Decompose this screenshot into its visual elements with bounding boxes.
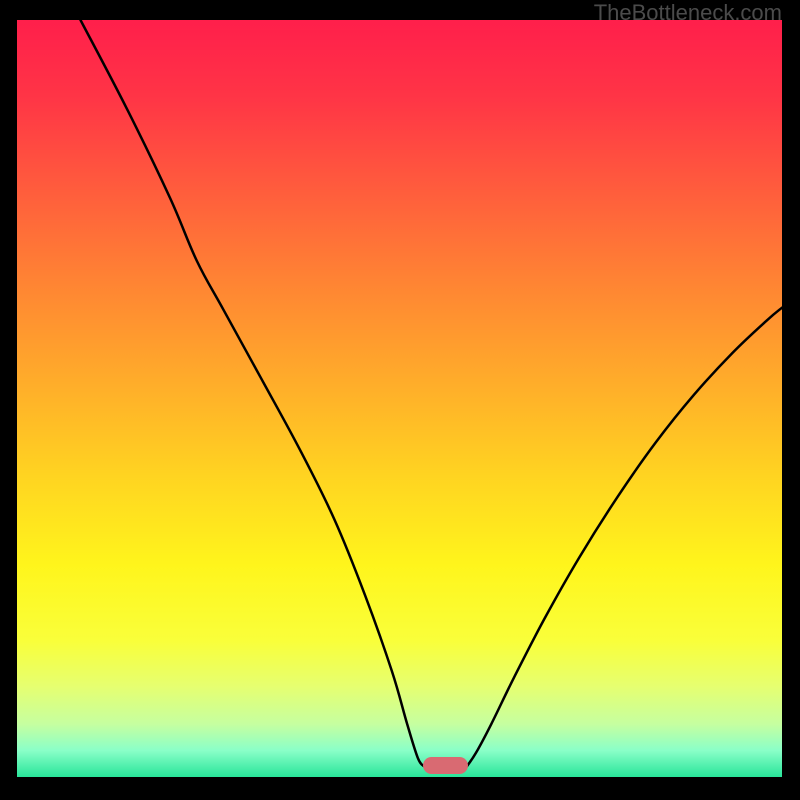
plot-area (17, 20, 782, 777)
v-curve (17, 20, 782, 777)
minimum-marker (423, 757, 468, 774)
chart-container: TheBottleneck.com (0, 0, 800, 800)
watermark-text: TheBottleneck.com (594, 0, 782, 26)
